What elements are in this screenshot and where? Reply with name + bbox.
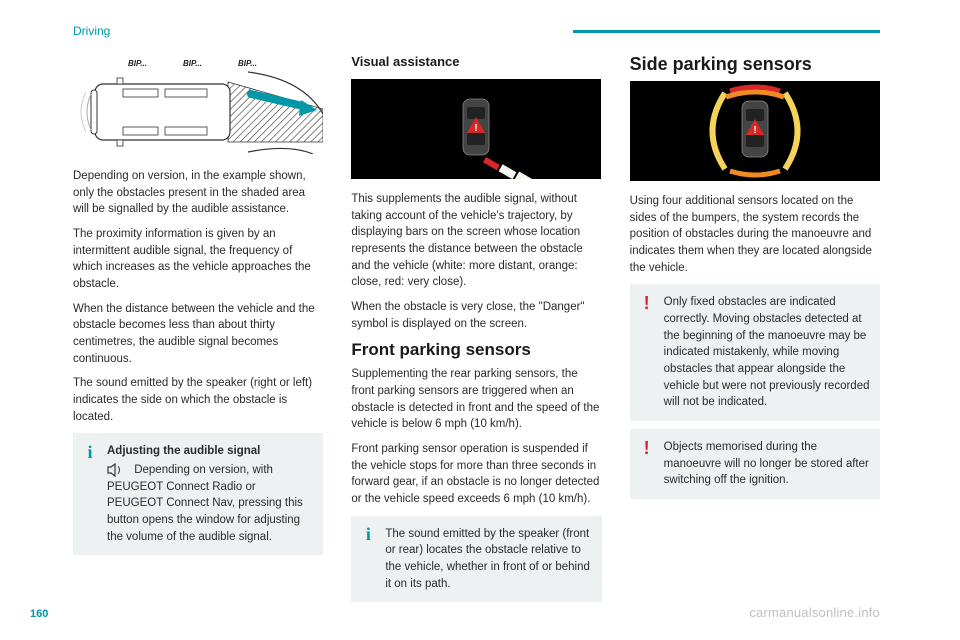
- audible-area-diagram: BIP... BIP... BIP...: [73, 54, 323, 154]
- info-icon: i: [81, 443, 99, 461]
- side-sensors-svg: !: [630, 81, 880, 181]
- column-2: Visual assistance ! This supplements the: [351, 54, 601, 602]
- info-icon: i: [359, 526, 377, 544]
- callout-body: Adjusting the audible signal Depending o…: [83, 443, 313, 545]
- para-side-1: Using four additional sensors located on…: [630, 193, 880, 276]
- visual-assistance-svg: !: [351, 79, 601, 179]
- callout-objects-memorised: ! Objects memorised during the manoeuvre…: [630, 429, 880, 499]
- para-front-2: Front parking sensor operation is suspen…: [351, 441, 601, 508]
- para-front-1: Supplementing the rear parking sensors, …: [351, 366, 601, 433]
- speaker-icon-wrap: [107, 464, 134, 476]
- warning-icon: !: [638, 439, 656, 457]
- bip-label-2: BIP...: [183, 59, 202, 68]
- heading-visual-assistance: Visual assistance: [351, 54, 601, 69]
- section-title: Driving: [73, 24, 110, 38]
- callout-text: Depending on version, with PEUGEOT Conne…: [107, 464, 303, 543]
- watermark: carmanualsonline.info: [749, 605, 880, 620]
- heading-side-sensors: Side parking sensors: [630, 54, 880, 75]
- para-example: Depending on version, in the example sho…: [73, 168, 323, 218]
- bip-label-1: BIP...: [128, 59, 147, 68]
- callout-title: Adjusting the audible signal: [107, 443, 313, 460]
- column-3: Side parking sensors ! Using: [630, 54, 880, 602]
- callout-body: The sound emitted by the speaker (front …: [361, 526, 591, 593]
- callout-fixed-obstacles: ! Only fixed obstacles are indicated cor…: [630, 284, 880, 421]
- para-visual-1: This supplements the audible signal, wit…: [351, 191, 601, 291]
- vehicle-top-view-svg: BIP... BIP... BIP...: [73, 54, 323, 154]
- callout-speaker-locate: i The sound emitted by the speaker (fron…: [351, 516, 601, 603]
- header-rule: [573, 30, 880, 33]
- para-side: The sound emitted by the speaker (right …: [73, 375, 323, 425]
- speaker-icon: [107, 463, 125, 477]
- heading-front-sensors: Front parking sensors: [351, 340, 601, 360]
- warning-icon: !: [638, 294, 656, 312]
- bip-label-3: BIP...: [238, 59, 257, 68]
- para-visual-2: When the obstacle is very close, the "Da…: [351, 299, 601, 332]
- page-number: 160: [30, 608, 48, 620]
- svg-text:!: !: [753, 125, 756, 136]
- visual-assistance-screen: !: [351, 79, 601, 179]
- para-continuous: When the distance between the vehicle an…: [73, 301, 323, 368]
- callout-body: Only fixed obstacles are indicated corre…: [640, 294, 870, 411]
- column-1: BIP... BIP... BIP...: [73, 54, 323, 602]
- callout-audible-adjust: i Adjusting the audible signal Depending…: [73, 433, 323, 555]
- callout-body: Objects memorised during the manoeuvre w…: [640, 439, 870, 489]
- side-sensors-screen: !: [630, 81, 880, 181]
- para-proximity: The proximity information is given by an…: [73, 226, 323, 293]
- svg-text:!: !: [475, 123, 478, 134]
- content-columns: BIP... BIP... BIP...: [73, 54, 880, 602]
- page-header: Driving: [73, 24, 880, 40]
